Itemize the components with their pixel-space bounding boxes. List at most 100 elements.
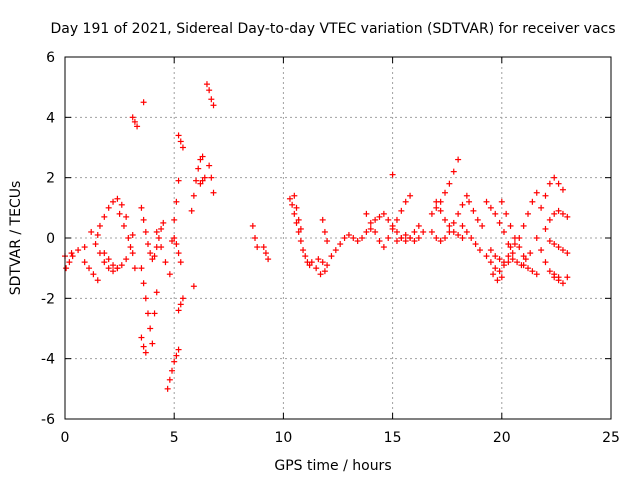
data-point [94,231,101,238]
data-point [341,235,348,241]
data-point [415,235,422,241]
data-point [140,343,147,350]
data-point [546,216,553,223]
data-point [538,204,545,211]
data-point [529,268,536,275]
data-point [125,235,132,241]
data-point [105,265,112,272]
data-point [437,238,444,245]
data-point [555,207,562,214]
x-tick-label: 20 [493,430,511,446]
data-point [463,228,470,235]
data-point [442,189,449,196]
data-point [367,225,374,232]
data-point [142,295,149,302]
data-point [509,250,516,257]
data-point [321,228,328,235]
data-point [446,222,453,229]
data-point [455,210,462,217]
y-tick-label: 4 [46,110,55,126]
data-point [402,231,409,238]
data-point [542,259,549,266]
data-point [411,238,418,245]
data-point [407,192,414,199]
data-point [300,247,307,254]
data-point [385,235,392,241]
data-point [199,177,206,184]
data-point [92,241,99,248]
data-point [306,262,313,269]
data-point [516,244,523,251]
y-tick-label: -2 [41,291,55,307]
data-point [516,235,523,241]
data-point [206,162,213,169]
data-point [131,265,138,272]
data-point [118,262,125,269]
data-point [173,198,180,205]
y-tick-label: -4 [41,352,55,368]
data-point [455,156,462,163]
data-point [546,238,553,245]
data-point [96,222,103,229]
data-point [393,228,400,235]
data-point [324,238,331,245]
data-point [498,274,505,281]
data-point [492,253,499,260]
data-point [101,259,108,266]
data-point [494,277,501,284]
data-point [118,201,125,208]
data-point [546,268,553,275]
data-point [190,192,197,199]
data-point [402,198,409,205]
data-point [175,132,182,139]
y-tick-label: -6 [41,412,55,428]
data-point [114,195,121,202]
data-point [188,207,195,214]
data-point [297,225,304,232]
data-point [293,219,300,226]
data-point [555,180,562,187]
y-tick-label: 0 [46,231,55,247]
data-point [551,241,558,248]
data-point [470,207,477,214]
data-point [525,265,532,272]
data-point [110,198,117,205]
data-point [529,198,536,205]
data-point [179,295,186,302]
data-point [210,102,217,109]
data-point [542,225,549,232]
y-tick-label: 6 [46,50,55,66]
x-tick-label: 0 [61,430,70,446]
data-point [559,280,566,287]
data-point [164,385,171,392]
data-point [500,228,507,235]
data-point [538,247,545,254]
data-point [389,222,396,229]
data-point [555,274,562,281]
data-point [166,271,173,278]
data-point [169,367,176,374]
data-point [208,174,215,181]
data-point [520,262,527,269]
x-tick-label: 5 [170,430,179,446]
data-point [105,204,112,211]
data-point [520,222,527,229]
data-point [177,259,184,266]
data-point [153,289,160,296]
data-points [62,81,571,392]
data-point [313,265,320,272]
data-point [533,189,540,196]
data-point [149,340,156,347]
data-point [380,244,387,251]
chart-title: Day 191 of 2021, Sidereal Day-to-day VTE… [50,21,615,37]
data-point [131,118,138,125]
data-point [175,177,182,184]
x-tick-label: 25 [602,430,620,446]
data-point [140,216,147,223]
data-point [90,271,97,278]
data-point [533,235,540,241]
data-point [385,216,392,223]
data-point [297,238,304,245]
x-tick-label: 10 [274,430,292,446]
data-point [321,268,328,275]
